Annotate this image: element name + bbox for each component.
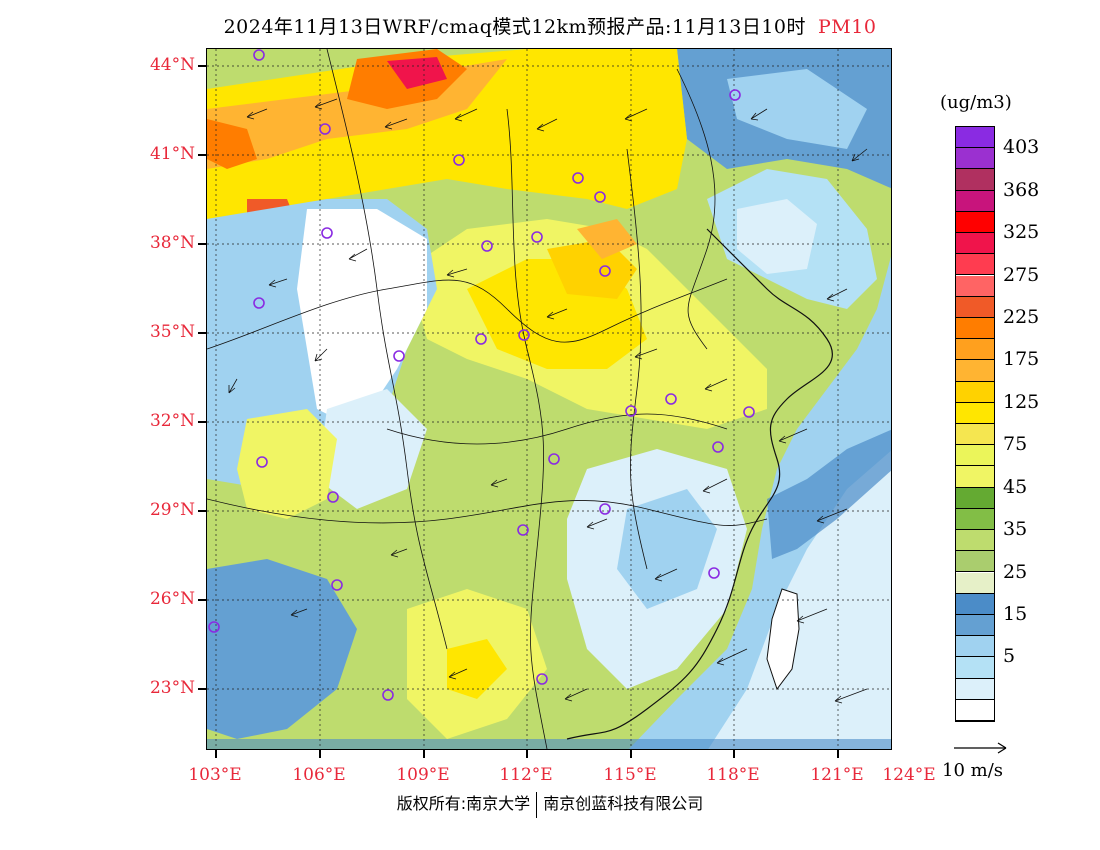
- colorbar-segment: [956, 508, 994, 531]
- colorbar: [955, 126, 995, 722]
- lat-label-38: 38°N: [149, 233, 195, 253]
- colorbar-segment: [956, 572, 994, 594]
- colorbar-segment: [956, 381, 994, 403]
- colorbar-label: 275: [1003, 263, 1040, 286]
- colorbar-segment: [956, 360, 994, 382]
- colorbar-label: 75: [1003, 433, 1028, 456]
- colorbar-segment: [956, 657, 994, 679]
- lat-label-41: 41°N: [149, 144, 195, 164]
- lat-tick: [198, 421, 206, 423]
- colorbar-segment: [956, 487, 994, 509]
- copyright-right: 南京创蓝科技有限公司: [543, 794, 704, 813]
- city-markers: [208, 49, 755, 701]
- colorbar-segment: [956, 551, 994, 573]
- colorbar-label: 5: [1003, 645, 1016, 668]
- colorbar-label: 45: [1003, 475, 1028, 498]
- lon-label-103: 103°E: [188, 765, 242, 785]
- wind-vectors: [228, 98, 868, 704]
- lon-label-112: 112°E: [499, 765, 553, 785]
- reference-vector-label: 10 m/s: [942, 760, 1003, 781]
- colorbar-label: 403: [1003, 136, 1040, 159]
- lat-tick: [198, 65, 206, 67]
- colorbar-segment: [956, 211, 994, 234]
- colorbar-segment: [956, 636, 994, 658]
- lon-label-121: 121°E: [810, 765, 864, 785]
- lon-tick: [733, 750, 735, 758]
- lat-tick: [198, 154, 206, 156]
- lon-label-124: 124°E: [882, 765, 936, 785]
- lon-tick: [630, 750, 632, 758]
- copyright-footer: 版权所有:南京大学 南京创蓝科技有限公司: [0, 790, 1100, 818]
- lat-tick: [198, 688, 206, 690]
- colorbar-segment: [956, 678, 994, 700]
- colorbar-segment: [956, 233, 994, 255]
- lon-label-106: 106°E: [292, 765, 346, 785]
- footer-separator: [536, 791, 538, 818]
- copyright-left: 版权所有:南京大学: [396, 794, 531, 813]
- lat-label-29: 29°N: [149, 500, 195, 520]
- colorbar-segment: [956, 296, 994, 318]
- lat-label-23: 23°N: [149, 678, 195, 698]
- colorbar-segment: [956, 402, 994, 424]
- lat-label-44: 44°N: [149, 55, 195, 75]
- colorbar-label: 35: [1003, 518, 1028, 541]
- colorbar-segment: [956, 530, 994, 552]
- lon-tick: [215, 750, 217, 758]
- lat-tick: [198, 510, 206, 512]
- title-text: 2024年11月13日WRF/cmaq模式12km预报产品:11月13日10时: [223, 16, 806, 38]
- colorbar-segment: [956, 190, 994, 212]
- colorbar-segment: [956, 466, 994, 488]
- colorbar-label: 225: [1003, 305, 1040, 328]
- colorbar-segment: [956, 275, 994, 297]
- lat-label-32: 32°N: [149, 411, 195, 431]
- colorbar-segment: [956, 424, 994, 446]
- lon-tick: [423, 750, 425, 758]
- colorbar-label: 25: [1003, 560, 1028, 583]
- colorbar-segment: [956, 169, 994, 191]
- colorbar-label: 125: [1003, 390, 1040, 413]
- concentration-map: [207, 49, 891, 749]
- colorbar-label: 15: [1003, 602, 1028, 625]
- colorbar-segment: [956, 593, 994, 615]
- lat-label-35: 35°N: [149, 322, 195, 342]
- colorbar-unit: (ug/m3): [940, 92, 1012, 113]
- lat-label-26: 26°N: [149, 589, 195, 609]
- lat-tick: [198, 243, 206, 245]
- colorbar-segment: [956, 339, 994, 361]
- lat-tick: [198, 599, 206, 601]
- lon-tick: [526, 750, 528, 758]
- colorbar-segment: [956, 445, 994, 467]
- lon-label-109: 109°E: [396, 765, 450, 785]
- reference-vector-arrow: [954, 742, 1007, 754]
- colorbar-segment: [956, 148, 994, 170]
- colorbar-segment: [956, 254, 994, 276]
- colorbar-label: 325: [1003, 221, 1040, 244]
- lon-label-118: 118°E: [706, 765, 760, 785]
- lon-tick: [319, 750, 321, 758]
- pollutant-label: PM10: [818, 16, 877, 38]
- colorbar-segment: [956, 317, 994, 340]
- colorbar-segment: [956, 699, 994, 721]
- colorbar-segment: [956, 127, 994, 149]
- lon-label-115: 115°E: [603, 765, 657, 785]
- lon-tick: [837, 750, 839, 758]
- colorbar-label: 368: [1003, 178, 1040, 201]
- colorbar-label: 175: [1003, 348, 1040, 371]
- colorbar-segment: [956, 614, 994, 637]
- map-panel: [206, 48, 892, 750]
- map-title: 2024年11月13日WRF/cmaq模式12km预报产品:11月13日10时 P…: [0, 12, 1100, 39]
- lat-tick: [198, 332, 206, 334]
